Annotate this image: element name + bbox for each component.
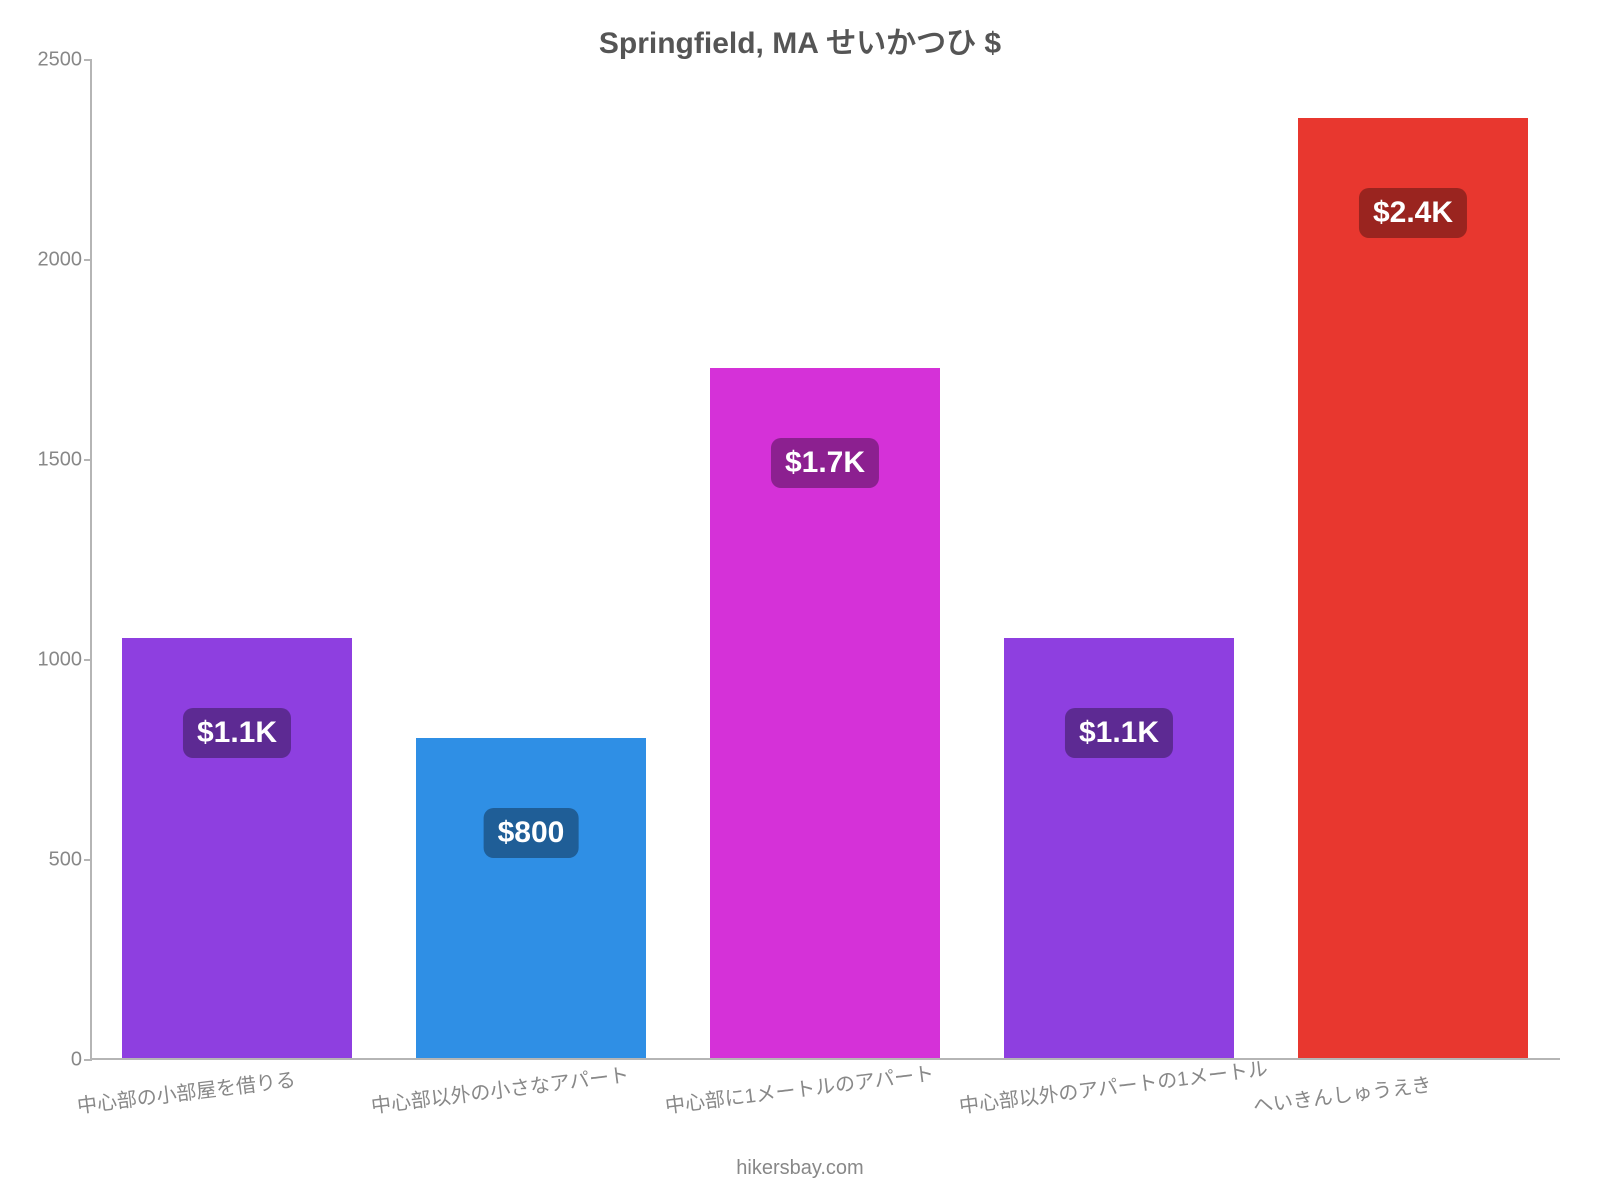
y-tick-mark [84, 659, 92, 661]
x-category-label: 中心部の小部屋を借りる [75, 1063, 297, 1119]
y-tick-label: 2500 [22, 49, 82, 72]
y-tick-mark [84, 459, 92, 461]
y-tick-label: 2000 [22, 249, 82, 272]
bar: $1.7K [710, 368, 940, 1058]
plot-area: 05001000150020002500$1.1K中心部の小部屋を借りる$800… [90, 60, 1560, 1060]
bar: $2.4K [1298, 118, 1528, 1058]
y-tick-mark [84, 259, 92, 261]
bar: $800 [416, 738, 646, 1058]
y-tick-label: 1500 [22, 449, 82, 472]
y-tick-label: 0 [22, 1049, 82, 1072]
y-tick-mark [84, 59, 92, 61]
y-tick-mark [84, 859, 92, 861]
x-category-label: へいきんしゅうえき [1251, 1068, 1433, 1119]
bar-value-label: $1.7K [771, 438, 879, 488]
cost-of-living-chart: Springfield, MA せいかつひ $ 0500100015002000… [0, 0, 1600, 1200]
y-tick-label: 1000 [22, 649, 82, 672]
bar: $1.1K [122, 638, 352, 1058]
bar: $1.1K [1004, 638, 1234, 1058]
y-tick-label: 500 [22, 849, 82, 872]
bar-value-label: $1.1K [183, 708, 291, 758]
bar-value-label: $1.1K [1065, 708, 1173, 758]
y-tick-mark [84, 1059, 92, 1061]
bar-value-label: $2.4K [1359, 188, 1467, 238]
chart-title: Springfield, MA せいかつひ $ [0, 18, 1600, 62]
bar-value-label: $800 [484, 808, 579, 858]
attribution-text: hikersbay.com [0, 1157, 1600, 1180]
x-category-label: 中心部以外のアパートの1メートル [957, 1052, 1269, 1119]
x-category-label: 中心部に1メートルのアパート [663, 1057, 935, 1119]
x-category-label: 中心部以外の小さなアパート [369, 1058, 630, 1118]
